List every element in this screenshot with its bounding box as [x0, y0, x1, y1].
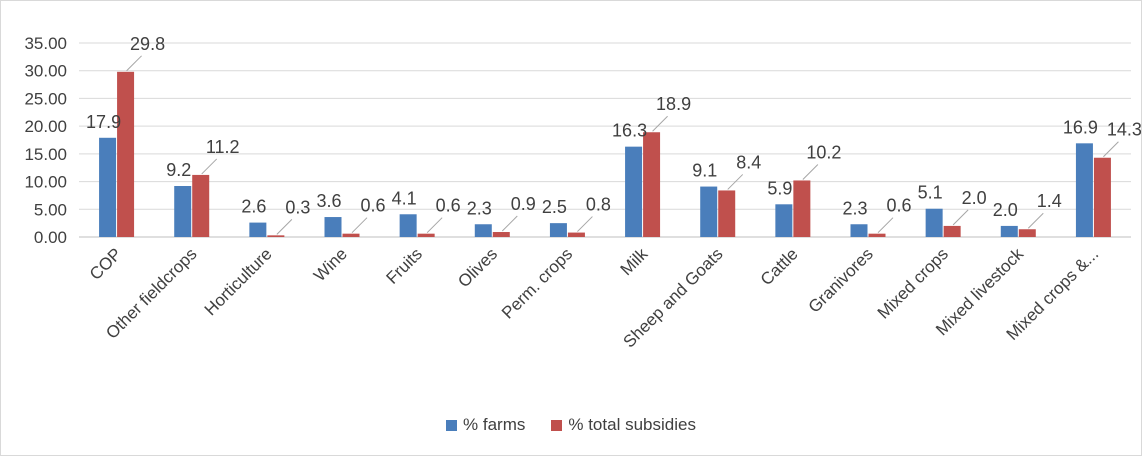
- bar-farms: [1075, 143, 1093, 237]
- bar-farms: [700, 186, 718, 237]
- bar-farms: [925, 208, 943, 237]
- bar-farms: [174, 186, 192, 237]
- y-tick-label: 25.00: [24, 89, 67, 108]
- leader-line: [276, 218, 293, 235]
- data-label-farms: 2.6: [241, 197, 266, 217]
- bar-farms: [1000, 225, 1018, 237]
- data-label-subsidies: 0.8: [586, 195, 611, 215]
- leader-line: [877, 217, 894, 234]
- legend-item-subsidies: % total subsidies: [551, 415, 696, 435]
- data-label-farms: 3.6: [316, 191, 341, 211]
- leader-line: [1103, 141, 1119, 158]
- data-label-farms: 9.2: [166, 160, 191, 180]
- bar-farms: [775, 204, 793, 237]
- data-label-farms: 5.9: [767, 178, 792, 198]
- data-label-farms: 5.1: [918, 183, 943, 203]
- legend-label-subsidies: % total subsidies: [568, 415, 696, 434]
- legend: % farms % total subsidies: [1, 415, 1141, 435]
- bar-farms: [850, 224, 868, 237]
- data-label-subsidies: 0.3: [285, 197, 310, 217]
- data-label-subsidies: 29.8: [130, 34, 165, 54]
- legend-swatch-subsidies: [551, 419, 563, 431]
- bar-subsidies: [192, 174, 210, 237]
- leader-line: [802, 164, 819, 180]
- leader-line: [727, 174, 744, 190]
- legend-item-farms: % farms: [446, 415, 525, 435]
- bar-chart: 35.00 30.00 25.00 20.00 15.00 10.00 5.00 0.00 17…: [24, 34, 1141, 352]
- bar-subsidies: [342, 233, 360, 237]
- x-tick-label: Olives: [454, 244, 501, 291]
- data-label-subsidies: 8.4: [736, 152, 761, 172]
- bar-subsidies: [492, 232, 510, 237]
- bar-farms: [625, 146, 643, 237]
- x-tick-label: Granivores: [805, 244, 877, 316]
- bar-subsidies: [943, 225, 961, 237]
- data-label-farms: 2.3: [467, 198, 492, 218]
- y-tick-label: 15.00: [24, 145, 67, 164]
- y-tick-label: 35.00: [24, 34, 67, 53]
- leader-line: [652, 115, 668, 132]
- bar-subsidies: [793, 180, 811, 237]
- bar-subsidies: [1018, 229, 1036, 237]
- bar-farms: [549, 223, 567, 237]
- bar-farms: [324, 217, 342, 237]
- data-label-subsidies: 1.4: [1037, 191, 1062, 211]
- x-tick-label: Mixed crops: [874, 244, 952, 322]
- leader-line: [126, 55, 142, 72]
- data-label-subsidies: 14.3: [1107, 120, 1141, 140]
- data-label-farms: 2.5: [542, 197, 567, 217]
- leader-line: [501, 215, 518, 232]
- x-tick-label: Fruits: [382, 244, 425, 287]
- bar-subsidies: [267, 235, 285, 237]
- bar-subsidies: [868, 233, 886, 237]
- legend-label-farms: % farms: [463, 415, 526, 434]
- bar-subsidies: [718, 190, 736, 237]
- bar-farms: [99, 137, 117, 237]
- bar-subsidies: [117, 71, 135, 237]
- leader-line: [201, 158, 218, 175]
- bar-subsidies: [643, 132, 661, 237]
- data-label-subsidies: 18.9: [656, 94, 691, 114]
- data-label-subsidies: 0.6: [886, 196, 911, 216]
- leader-line: [952, 209, 969, 226]
- leader-line: [577, 216, 593, 232]
- leader-line: [1027, 212, 1044, 229]
- y-tick-label: 20.00: [24, 117, 67, 136]
- bar-farms: [249, 222, 267, 237]
- x-tick-label: Milk: [617, 244, 652, 279]
- x-tick-label: Cattle: [757, 244, 802, 289]
- data-label-subsidies: 10.2: [806, 142, 841, 162]
- x-tick-label: Perm. crops: [498, 244, 576, 322]
- leader-line: [426, 217, 443, 234]
- bar-subsidies: [1093, 157, 1111, 237]
- y-tick-label: 30.00: [24, 62, 67, 81]
- data-label-subsidies: 2.0: [962, 188, 987, 208]
- data-label-farms: 4.1: [392, 188, 417, 208]
- data-label-subsidies: 11.2: [206, 137, 240, 157]
- data-label-farms: 16.3: [612, 121, 647, 141]
- y-tick-label: 5.00: [34, 200, 67, 219]
- y-tick-label: 0.00: [34, 228, 67, 247]
- legend-swatch-farms: [446, 419, 458, 431]
- leader-line: [351, 217, 368, 234]
- x-tick-label: COP: [86, 244, 125, 283]
- data-label-farms: 17.9: [86, 112, 121, 132]
- data-label-farms: 16.9: [1063, 117, 1098, 137]
- x-tick-label: Wine: [310, 244, 351, 285]
- data-label-subsidies: 0.6: [360, 196, 385, 216]
- bar-farms: [399, 214, 417, 237]
- y-tick-label: 10.00: [24, 173, 67, 192]
- data-label-farms: 2.3: [842, 198, 867, 218]
- data-label-subsidies: 0.9: [511, 194, 536, 214]
- bar-farms: [474, 224, 492, 237]
- x-tick-label: Horticulture: [201, 244, 276, 319]
- data-label-farms: 2.0: [993, 200, 1018, 220]
- bar-subsidies: [417, 233, 435, 237]
- data-label-subsidies: 0.6: [436, 196, 461, 216]
- bar-subsidies: [567, 232, 585, 237]
- data-label-farms: 9.1: [692, 161, 717, 181]
